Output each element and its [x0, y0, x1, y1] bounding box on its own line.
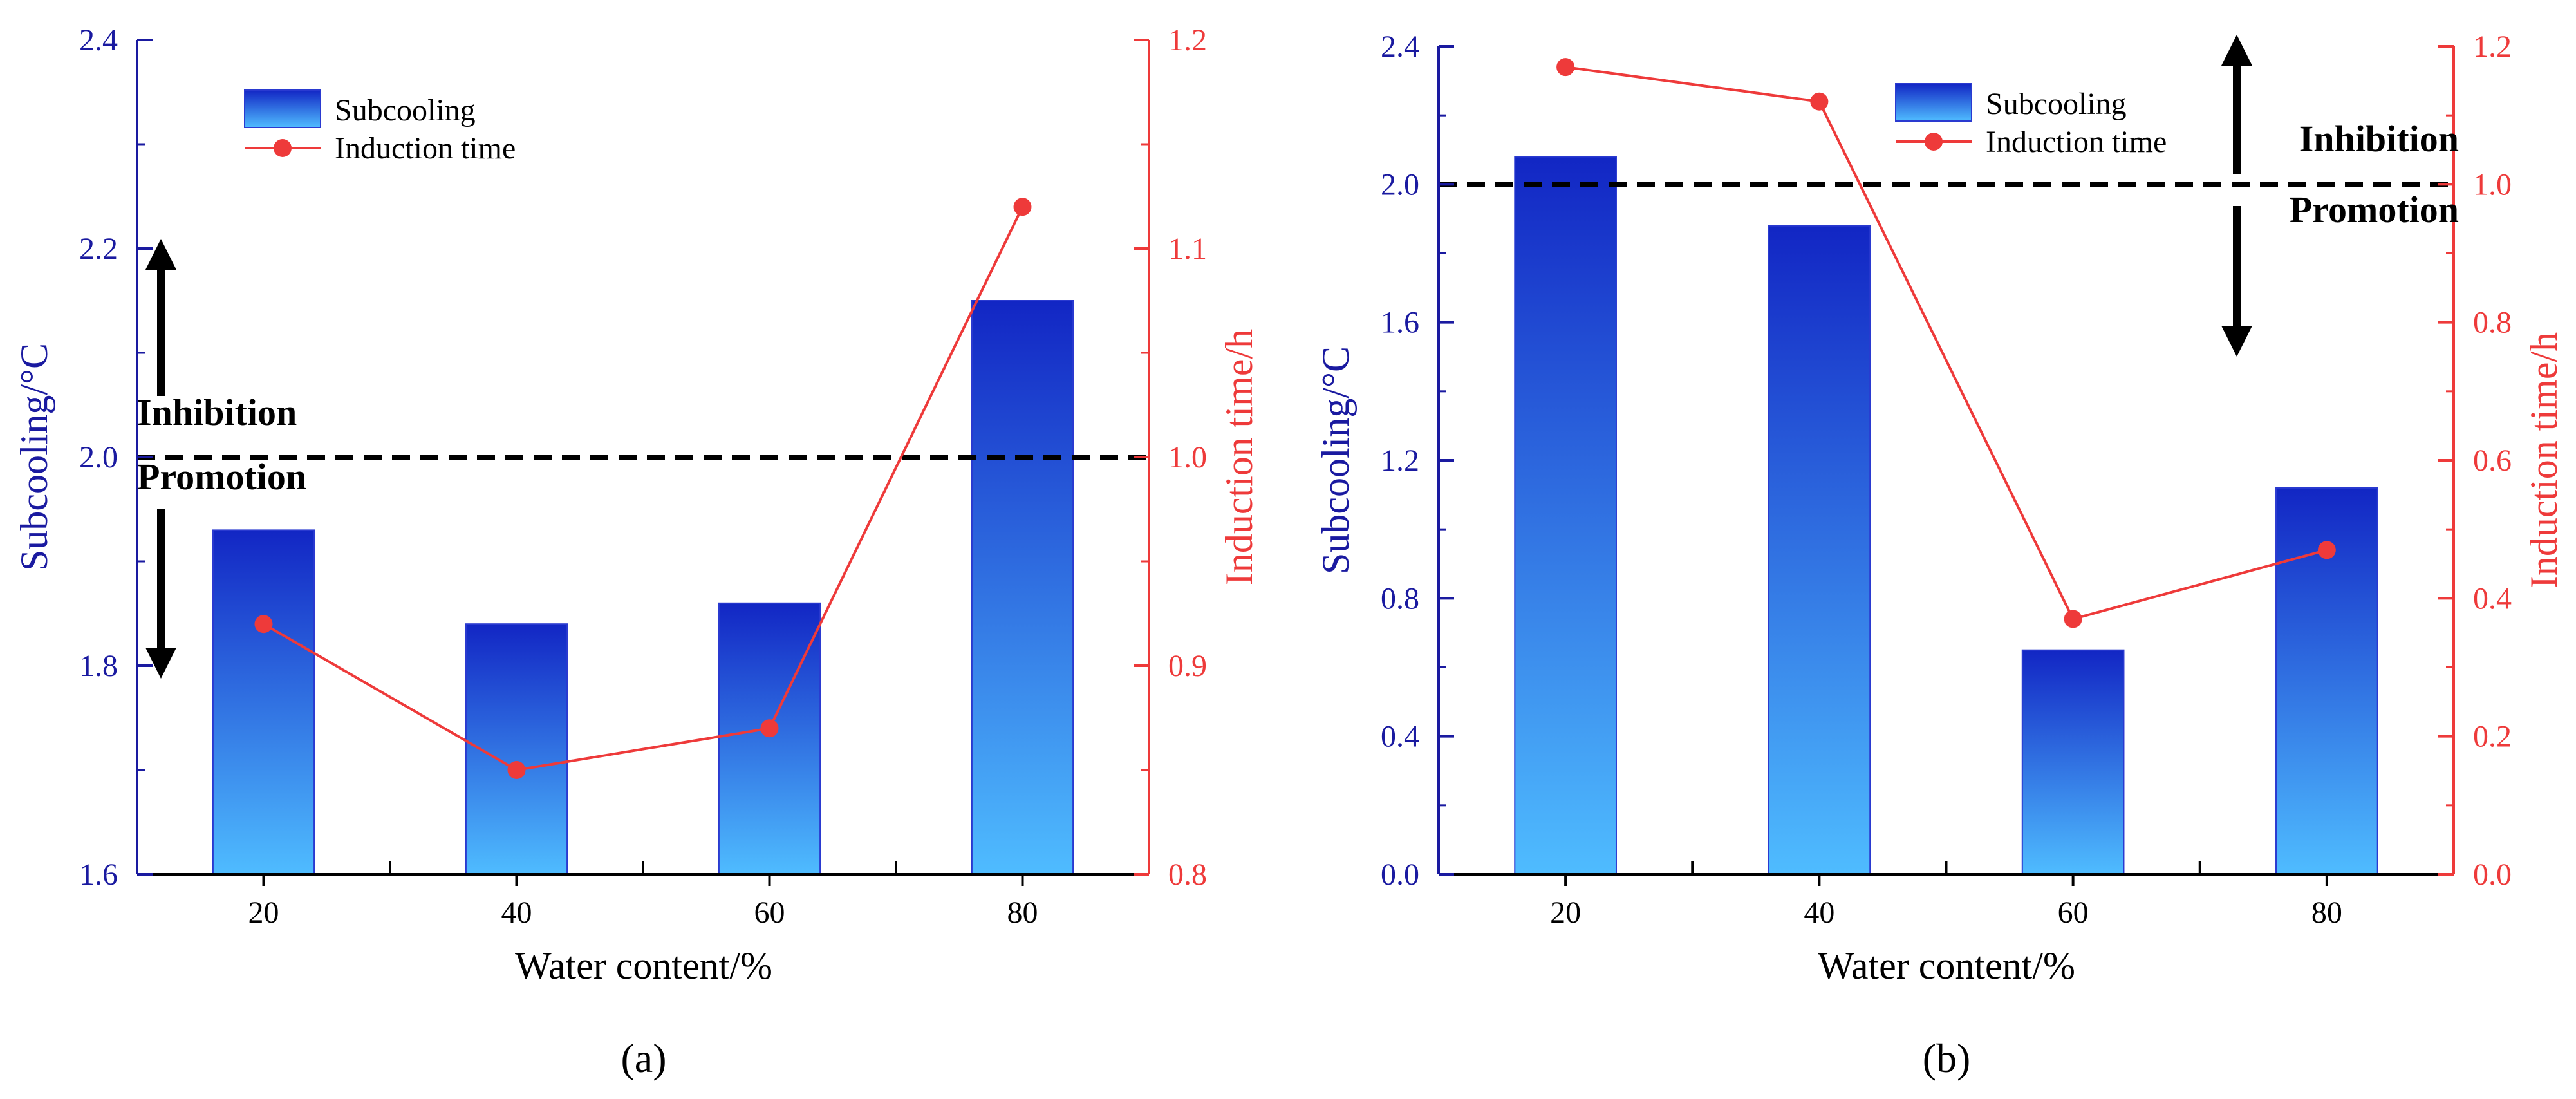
- x-tick-label: 60: [2058, 896, 2089, 930]
- x-tick-label: 80: [1007, 896, 1038, 930]
- right-tick-label: 0.8: [2473, 306, 2512, 340]
- x-tick-label: 40: [501, 896, 532, 930]
- left-tick-label: 2.0: [1381, 167, 1419, 202]
- right-tick-label: 0.4: [2473, 581, 2512, 615]
- inhibition-label: Inhibition: [2299, 118, 2459, 160]
- left-axis-title: Subcooling/°C: [13, 343, 55, 571]
- legend-label-subcooling: Subcooling: [335, 93, 476, 127]
- legend-marker-swatch: [1925, 133, 1943, 151]
- right-axis-title: Induction time/h: [1218, 329, 1260, 585]
- induction-time-point: [507, 761, 526, 779]
- subcooling-bar: [2021, 649, 2125, 875]
- left-tick-label: 1.2: [1381, 444, 1419, 478]
- legend-label-induction-time: Induction time: [335, 131, 516, 165]
- induction-time-line: [263, 206, 1024, 772]
- legend-bar-swatch: [244, 89, 321, 128]
- induction-time-point: [2064, 610, 2082, 628]
- left-tick-label: 0.8: [1381, 581, 1419, 615]
- right-tick-label: 0.0: [2473, 858, 2512, 892]
- right-tick-label: 0.8: [1168, 858, 1207, 892]
- induction-time-point: [254, 615, 273, 634]
- x-axis-title: Water content/%: [1818, 944, 2075, 987]
- left-tick-label: 2.2: [79, 232, 118, 266]
- induction-time-point: [2317, 541, 2336, 559]
- panel-label: (a): [621, 1035, 666, 1081]
- legend-label-subcooling: Subcooling: [1986, 87, 2127, 121]
- subcooling-bar: [971, 300, 1074, 875]
- x-tick-label: 40: [1804, 896, 1834, 930]
- right-tick-label: 0.2: [2473, 720, 2512, 754]
- promotion-label: Promotion: [137, 456, 306, 498]
- panel-label: (b): [1923, 1035, 1971, 1081]
- left-tick-label: 2.4: [79, 23, 118, 57]
- right-tick-label: 0.6: [2473, 444, 2512, 478]
- x-tick-label: 80: [2311, 896, 2342, 930]
- legend-marker-swatch: [274, 139, 292, 157]
- right-axis-title: Induction time/h: [2523, 332, 2565, 588]
- x-axis-title: Water content/%: [515, 944, 772, 987]
- x-tick-label: 20: [1550, 896, 1581, 930]
- left-axis-title: Subcooling/°C: [1314, 346, 1357, 574]
- right-tick-label: 1.0: [2473, 167, 2512, 202]
- left-tick-label: 2.0: [79, 440, 118, 474]
- induction-time-point: [1556, 58, 1575, 77]
- right-tick-label: 1.2: [1168, 23, 1207, 57]
- subcooling-bar: [718, 602, 821, 875]
- left-tick-label: 0.0: [1381, 858, 1419, 892]
- x-tick-label: 60: [754, 896, 785, 930]
- left-tick-label: 1.8: [79, 649, 118, 683]
- right-tick-label: 1.2: [2473, 30, 2512, 64]
- induction-time-point: [1013, 198, 1032, 216]
- subcooling-bar: [212, 529, 315, 875]
- panel-b: 0.0 0.4 0.8 1.2 1.6 2.0 2.4 0.0 0.2 0.4 0.6 0.8 1.0 1…: [1314, 30, 2565, 1081]
- subcooling-bar: [1514, 156, 1617, 875]
- inhibition-label: Inhibition: [137, 391, 297, 433]
- panel-a: 1.6 1.8 2.0 2.2 2.4 0.8 0.9 1.0 1.1 1.2 20 40 60 80 Wa…: [13, 23, 1260, 1081]
- right-tick-label: 1.1: [1168, 232, 1207, 266]
- left-tick-label: 2.4: [1381, 30, 1419, 64]
- induction-time-point: [760, 719, 779, 738]
- left-tick-label: 1.6: [1381, 306, 1419, 340]
- right-tick-label: 0.9: [1168, 649, 1207, 683]
- induction-time-point: [1810, 92, 1829, 111]
- x-tick-label: 20: [248, 896, 279, 930]
- left-tick-label: 1.6: [79, 858, 118, 892]
- right-tick-label: 1.0: [1168, 440, 1207, 474]
- induction-time-line: [1565, 66, 2328, 621]
- subcooling-bar: [1768, 225, 1871, 875]
- promotion-label: Promotion: [2290, 189, 2459, 230]
- left-tick-label: 0.4: [1381, 720, 1419, 754]
- legend-bar-swatch: [1895, 83, 1972, 122]
- legend-label-induction-time: Induction time: [1986, 125, 2167, 159]
